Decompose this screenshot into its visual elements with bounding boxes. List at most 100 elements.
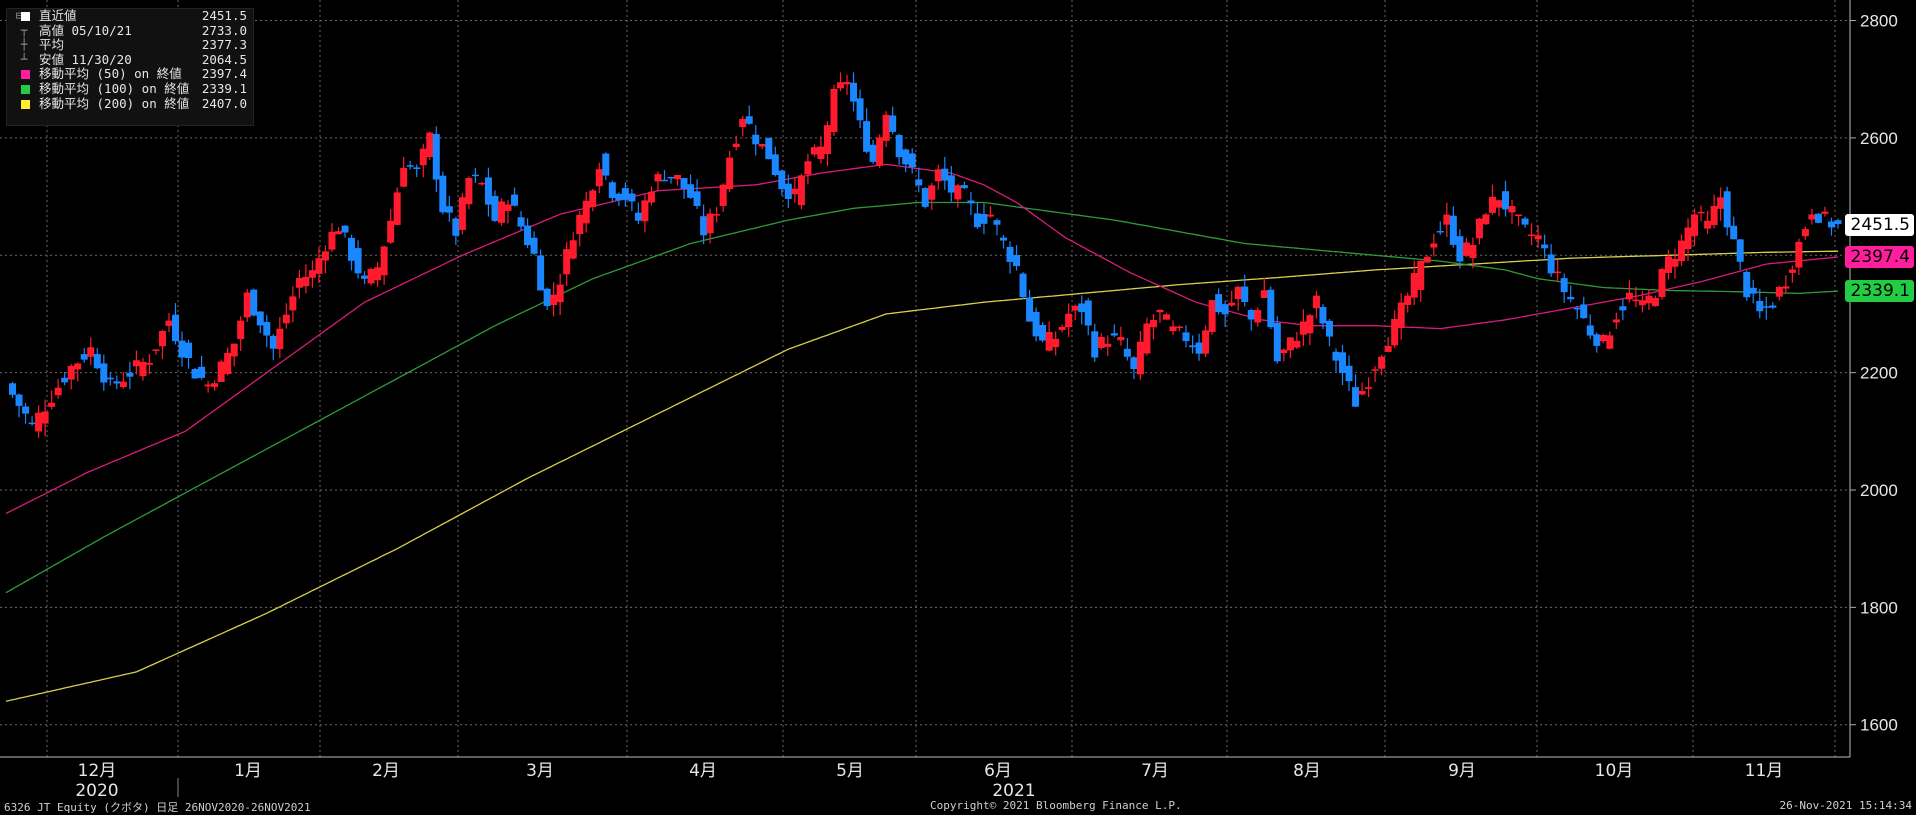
- candle-body: [1469, 244, 1477, 258]
- candle-body: [589, 190, 597, 207]
- y-tick-label: 2800: [1860, 12, 1898, 31]
- candle-body: [660, 179, 668, 182]
- candle-body: [1788, 269, 1796, 273]
- candle-body: [1769, 305, 1777, 308]
- candle-body: [471, 174, 479, 177]
- candle-body: [1488, 196, 1496, 213]
- candle-body: [334, 231, 342, 235]
- candle-body: [1006, 246, 1014, 262]
- candle-body: [1541, 244, 1549, 249]
- candle-body: [1260, 290, 1268, 299]
- legend-value: 2733.0: [201, 22, 247, 38]
- legend-swatch-last: [21, 12, 30, 21]
- candle-body: [778, 170, 786, 190]
- candle-body: [524, 225, 532, 246]
- candle-body: [1032, 311, 1040, 337]
- legend-row-ma200[interactable]: 移動平均 (200) on 終値 2407.0: [7, 96, 253, 112]
- candle-body: [191, 369, 199, 379]
- candle-body: [504, 204, 512, 211]
- candle-body: [185, 342, 193, 359]
- candle-body: [1273, 322, 1281, 362]
- candle-body: [1430, 243, 1438, 248]
- candle-body: [863, 121, 871, 152]
- candle-body: [276, 328, 284, 350]
- candle-body: [797, 175, 805, 206]
- candle-body: [1156, 309, 1164, 313]
- candle-body: [432, 133, 440, 180]
- candle-body: [1645, 295, 1653, 304]
- candle-body: [315, 258, 323, 274]
- candle-body: [1625, 292, 1633, 300]
- candle-body: [1365, 387, 1373, 389]
- candle-body: [250, 289, 258, 316]
- candle-body: [1182, 332, 1190, 342]
- candle-body: [810, 147, 818, 155]
- candle-body: [419, 148, 427, 166]
- candle-body: [1169, 326, 1177, 332]
- candle-body: [1593, 334, 1601, 346]
- legend-row-ma100[interactable]: 移動平均 (100) on 終値 2339.1: [7, 81, 253, 97]
- candle-body: [1691, 214, 1699, 236]
- candle-body: [674, 175, 682, 180]
- candle-body: [93, 354, 101, 369]
- x-month-label: 5月: [836, 761, 864, 781]
- candlesticks: [9, 72, 1842, 438]
- candle-body: [1704, 220, 1712, 229]
- candle-body: [569, 240, 577, 259]
- gridlines: [0, 0, 1850, 757]
- candle-body: [1026, 297, 1034, 322]
- candle-body: [1299, 321, 1307, 335]
- candle-body: [1267, 289, 1275, 328]
- candle-body: [1723, 191, 1731, 228]
- candle-body: [986, 214, 994, 217]
- candle-body: [680, 178, 688, 189]
- candle-body: [758, 143, 766, 147]
- candle-body: [1143, 323, 1151, 354]
- legend-swatch-ma100: [21, 84, 30, 94]
- copyright: Copyright© 2021 Bloomberg Finance L.P.: [930, 799, 1182, 812]
- candle-body: [484, 177, 492, 205]
- candle-body: [830, 88, 838, 133]
- legend-value: 2451.5: [201, 8, 247, 23]
- candle-body: [48, 402, 56, 407]
- legend-box: ⊟ 直近値 2451.5 ┬ 高値 05/10/21 2733.0 ┼ 平均 2…: [6, 8, 254, 126]
- candle-body: [1286, 337, 1294, 351]
- x-month-label: 6月: [984, 761, 1012, 781]
- candle-body: [308, 270, 316, 278]
- candle-body: [106, 377, 114, 380]
- candle-body: [1521, 218, 1529, 225]
- candle-body: [1091, 331, 1099, 358]
- candle-body: [1221, 304, 1229, 315]
- candle-body: [80, 354, 88, 360]
- candle-body: [1228, 302, 1236, 306]
- candle-body: [667, 176, 675, 179]
- candle-body: [1117, 337, 1125, 341]
- candle-body: [980, 213, 988, 224]
- candle-body: [1456, 236, 1464, 262]
- candle-body: [1821, 211, 1829, 214]
- x-month-label: 3月: [526, 761, 554, 781]
- legend-label: 安値 11/30/20: [39, 51, 132, 67]
- candle-body: [269, 335, 277, 349]
- candle-body: [1130, 357, 1138, 370]
- candle-body: [1247, 310, 1255, 320]
- legend-row-ma50[interactable]: 移動平均 (50) on 終値 2397.4: [7, 67, 253, 82]
- tree-toggle-icon[interactable]: ⊟: [15, 9, 23, 22]
- candle-body: [1176, 326, 1184, 329]
- x-month-label: 9月: [1448, 761, 1476, 781]
- candle-body: [1019, 273, 1027, 298]
- candle-body: [126, 372, 134, 377]
- candle-body: [621, 188, 629, 200]
- candle-body: [1371, 369, 1379, 371]
- candle-body: [608, 182, 616, 199]
- candle-body: [765, 137, 773, 160]
- candle-body: [837, 82, 845, 89]
- candle-body: [1065, 313, 1073, 328]
- legend-value: 2064.5: [201, 51, 247, 67]
- candle-body: [458, 197, 466, 230]
- candle-body: [895, 135, 903, 158]
- candle-body: [850, 82, 858, 102]
- candle-body: [823, 125, 831, 155]
- candle-body: [595, 169, 603, 187]
